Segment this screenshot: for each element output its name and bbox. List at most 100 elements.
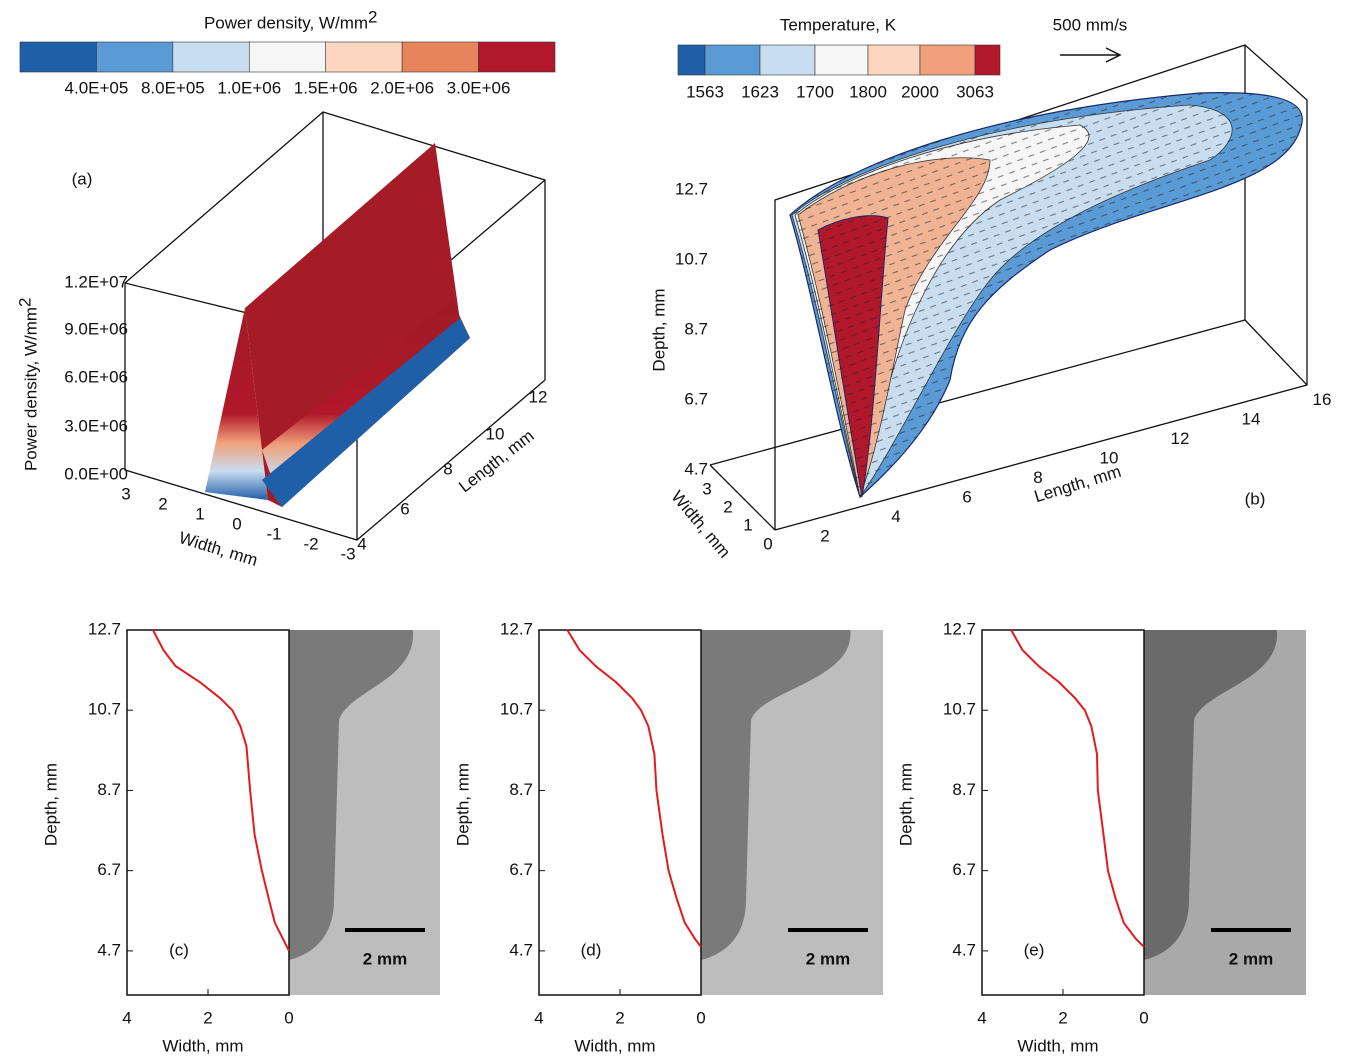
y-axis-title: Depth, mm xyxy=(896,763,915,846)
surface xyxy=(205,308,268,500)
profile-line xyxy=(566,629,702,948)
x-tick-label: 2 xyxy=(615,1008,624,1027)
colorbar-title: Temperature, K xyxy=(780,15,897,34)
tick-label: 1 xyxy=(743,515,752,534)
tick-label: 1 xyxy=(195,504,204,523)
colorbar-label: 1623 xyxy=(741,82,779,101)
plot-area xyxy=(126,629,290,996)
tick-label: 12 xyxy=(1171,429,1190,448)
tick-label: -2 xyxy=(303,534,318,553)
axis-title: Depth, mm xyxy=(649,288,668,371)
y-tick-label: 12.7 xyxy=(500,619,533,638)
tick-label: 4 xyxy=(357,534,366,553)
y-tick-label: 12.7 xyxy=(88,619,121,638)
tick-label: -3 xyxy=(340,544,355,563)
x-tick-label: 0 xyxy=(284,1008,293,1027)
tick-label: 0 xyxy=(232,514,241,533)
tick-label: 10 xyxy=(486,424,505,443)
x-tick-label: 4 xyxy=(977,1008,986,1027)
colorbar-label: 1.5E+06 xyxy=(294,78,358,97)
x-axis-title: Width, mm xyxy=(162,1036,243,1055)
colorbar-title-superscript: 2 xyxy=(368,7,377,26)
box xyxy=(709,319,1246,466)
colorbar-label: 8.0E+05 xyxy=(141,78,205,97)
y-tick-label: 12.7 xyxy=(943,619,976,638)
tick-label: 6 xyxy=(400,499,409,518)
profile-line xyxy=(1010,629,1145,948)
colorbar-segment xyxy=(677,44,706,76)
colorbar-segment xyxy=(704,44,761,76)
tick-label: 8 xyxy=(1033,468,1042,487)
colorbar-segment xyxy=(478,41,556,73)
axis-title: Length, mm xyxy=(1032,462,1123,506)
y-tick-label: 8.7 xyxy=(509,780,533,799)
tick-label: 2 xyxy=(723,497,732,516)
colorbar-label: 1700 xyxy=(796,82,834,101)
tick-label: 9.0E+06 xyxy=(64,319,128,338)
box xyxy=(709,464,776,531)
tick-label: 0 xyxy=(763,534,772,553)
tick-label: 4 xyxy=(891,507,900,526)
panel-label: (b) xyxy=(1245,489,1266,508)
x-tick-label: 2 xyxy=(1058,1008,1067,1027)
micrograph-fusion-zone xyxy=(701,630,851,960)
colorbar-segment xyxy=(814,44,869,76)
tick-label: 10.7 xyxy=(675,249,708,268)
tick-label: 0.0E+00 xyxy=(64,464,128,483)
tick-label: 14 xyxy=(1242,409,1261,428)
colorbar-segment xyxy=(19,41,97,73)
scale-bar-label: 2 mm xyxy=(1229,949,1273,968)
colorbar-segment xyxy=(759,44,816,76)
micrograph-fusion-zone xyxy=(1144,630,1278,960)
tick-label: 10 xyxy=(1100,448,1119,467)
colorbar-label: 3063 xyxy=(956,82,994,101)
tick-label: 12 xyxy=(529,387,548,406)
tick-label: 6.0E+06 xyxy=(64,367,128,386)
panel-b-plot xyxy=(709,44,1308,531)
y-tick-label: 10.7 xyxy=(943,700,976,719)
y-tick-label: 8.7 xyxy=(952,780,976,799)
x-axis-title: Width, mm xyxy=(1017,1036,1098,1055)
y-tick-label: 10.7 xyxy=(500,700,533,719)
tick-label: 3.0E+06 xyxy=(64,416,128,435)
tick-label: 8.7 xyxy=(684,319,708,338)
colorbar-segment xyxy=(401,41,479,73)
y-tick-label: 4.7 xyxy=(952,940,976,959)
y-tick-label: 8.7 xyxy=(97,780,121,799)
colorbar-title: Power density, W/mm xyxy=(204,13,368,32)
colorbar-label: 1563 xyxy=(686,82,724,101)
colorbar-label: 1800 xyxy=(849,82,887,101)
vector-arrow xyxy=(1105,47,1122,63)
tick-label: 1.2E+07 xyxy=(64,272,128,291)
x-tick-label: 4 xyxy=(122,1008,131,1027)
y-tick-label: 6.7 xyxy=(97,860,121,879)
colorbar-segment xyxy=(325,41,403,73)
box xyxy=(774,44,1308,531)
tick-label: 4.7 xyxy=(684,459,708,478)
colorbar-label: 3.0E+06 xyxy=(447,78,511,97)
surface xyxy=(262,318,470,507)
colorbar-segment xyxy=(248,41,327,73)
colorbar-segment xyxy=(919,44,976,76)
box xyxy=(1244,319,1308,386)
tick-label: 6 xyxy=(962,487,971,506)
tick-label: 2 xyxy=(158,494,167,513)
y-tick-label: 10.7 xyxy=(88,700,121,719)
colorbar-segment xyxy=(172,41,250,73)
colorbar-segment xyxy=(867,44,921,76)
tick-label: 8 xyxy=(443,459,452,478)
y-axis-title: Depth, mm xyxy=(41,763,60,846)
colorbar-segment xyxy=(96,41,174,73)
x-tick-label: 4 xyxy=(534,1008,543,1027)
z-axis-title-superscript: 2 xyxy=(15,298,34,307)
z-axis-title: Power density, W/mm2 xyxy=(15,298,40,472)
y-tick-label: 4.7 xyxy=(97,940,121,959)
colorbar-label: 4.0E+05 xyxy=(65,78,129,97)
tick-label: 6.7 xyxy=(684,389,708,408)
y-tick-label: 4.7 xyxy=(509,940,533,959)
axis-title: Width, mm xyxy=(177,528,260,570)
vector-scale-label: 500 mm/s xyxy=(1053,15,1128,34)
panel-label: (d) xyxy=(581,940,602,959)
tick-label: -1 xyxy=(266,524,281,543)
